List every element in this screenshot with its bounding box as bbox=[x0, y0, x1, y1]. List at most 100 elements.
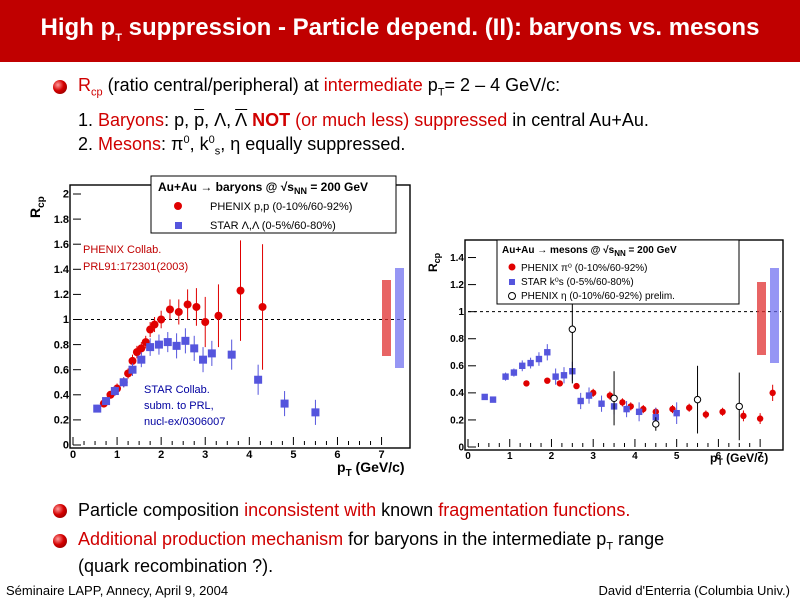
data-point bbox=[214, 311, 223, 320]
data-point bbox=[560, 372, 568, 379]
data-point bbox=[172, 341, 181, 350]
data-point bbox=[481, 393, 488, 401]
bullet-icon bbox=[53, 80, 67, 94]
data-point bbox=[93, 404, 102, 413]
data-point bbox=[199, 355, 208, 364]
bullet-composition: Particle composition inconsistent with k… bbox=[78, 500, 631, 520]
y-tick-label: 0.4 bbox=[54, 389, 70, 401]
bullet-mechanism-cont: (quark recombination ?). bbox=[78, 556, 274, 576]
data-point bbox=[735, 402, 743, 411]
legend-frame bbox=[496, 239, 740, 305]
data-point bbox=[652, 420, 660, 428]
y-tick-label: 2 bbox=[63, 189, 69, 201]
item-mesons: 2. Mesons: π0, k0s, η equally suppressed… bbox=[78, 134, 406, 158]
data-point bbox=[489, 396, 497, 403]
legend-frame bbox=[150, 175, 397, 234]
x-tick-label: 1 bbox=[507, 451, 513, 462]
data-point bbox=[236, 286, 245, 295]
bullet-mechanism: Additional production mechanism for bary… bbox=[78, 529, 665, 553]
legend-box: Au+Au → baryons @ √sNN = 200 GeV PHENIX … bbox=[150, 175, 397, 234]
data-point bbox=[635, 408, 643, 416]
data-point bbox=[577, 397, 584, 405]
y-tick-label: 1.6 bbox=[54, 239, 69, 251]
data-point bbox=[535, 355, 543, 363]
x-tick-label: 6 bbox=[334, 449, 340, 461]
data-point bbox=[519, 362, 526, 369]
footer-left: Séminaire LAPP, Annecy, April 9, 2004 bbox=[6, 583, 229, 598]
y-tick-label: 1.4 bbox=[54, 264, 70, 276]
y-tick-label: 0.2 bbox=[450, 415, 464, 426]
data-point bbox=[154, 340, 163, 349]
data-point bbox=[102, 397, 111, 406]
data-point bbox=[598, 400, 605, 407]
data-point bbox=[190, 344, 199, 353]
x-tick-label: 2 bbox=[158, 449, 164, 461]
data-point bbox=[128, 365, 137, 374]
data-point bbox=[769, 389, 776, 397]
data-point bbox=[192, 302, 201, 311]
y-tick-label: 0 bbox=[458, 442, 464, 453]
y-tick-label: 0.6 bbox=[54, 364, 69, 376]
star-ref-note: nucl-ex/0306007 bbox=[144, 416, 225, 428]
legend-star-label: STAR Λ,Λ (0-5%/60-80%) bbox=[210, 220, 336, 232]
meson-rcp-chart: 0 1 2 3 4 5 6 7 0 0.2 0.4 0.6 0.8 1 1.2 1.4 Rcp pT (GeV… bbox=[426, 239, 784, 467]
data-point bbox=[174, 307, 183, 316]
legend-phenix-pi0-label: PHENIX π⁰ (0-10%/60-92%) bbox=[521, 263, 648, 274]
data-point bbox=[673, 409, 680, 417]
y-tick-label: 0.8 bbox=[450, 334, 464, 345]
data-point bbox=[311, 408, 320, 417]
x-tick-label: 5 bbox=[674, 451, 680, 462]
data-point bbox=[756, 415, 764, 422]
data-point bbox=[207, 349, 216, 358]
data-point bbox=[623, 405, 630, 413]
data-point bbox=[510, 369, 518, 376]
data-point bbox=[568, 325, 577, 333]
data-point bbox=[610, 394, 618, 402]
x-axis-label: pT (GeV/c) bbox=[710, 451, 768, 467]
data-point bbox=[693, 395, 702, 404]
data-point bbox=[181, 336, 190, 345]
y-axis-label: Rcp bbox=[27, 196, 47, 218]
legend-title: Au+Au → mesons @ √sNN = 200 GeV bbox=[502, 245, 677, 258]
legend-box: Au+Au → mesons @ √sNN = 200 GeV PHENIX π… bbox=[496, 239, 740, 305]
x-tick-label: 4 bbox=[632, 451, 638, 462]
y-tick-label: 1.2 bbox=[54, 289, 69, 301]
y-tick-label: 1 bbox=[63, 314, 69, 326]
data-point bbox=[544, 349, 551, 356]
star-collab-note: STAR Collab. bbox=[144, 384, 210, 396]
y-axis-label: Rcp bbox=[426, 252, 442, 272]
y-tick-label: 1 bbox=[458, 307, 464, 318]
data-point bbox=[137, 355, 146, 364]
data-point bbox=[719, 408, 726, 416]
x-tick-label: 2 bbox=[549, 451, 555, 462]
data-point bbox=[150, 320, 159, 329]
x-tick-label: 3 bbox=[590, 451, 596, 462]
x-axis-label: pT (GeV/c) bbox=[337, 459, 405, 479]
phenix-band bbox=[382, 280, 391, 356]
data-point bbox=[544, 377, 551, 384]
phenix-collab-note: PHENIX Collab. bbox=[83, 244, 161, 256]
legend-phenix-label: PHENIX p,p (0-10%/60-92%) bbox=[210, 201, 352, 213]
star-subm-note: subm. to PRL, bbox=[144, 400, 214, 412]
legend-star-marker bbox=[175, 222, 182, 229]
legend-phenix-eta-marker bbox=[508, 292, 516, 300]
legend-phenix-marker bbox=[174, 202, 182, 210]
data-point bbox=[254, 375, 263, 384]
data-point bbox=[585, 392, 593, 399]
star-band bbox=[770, 268, 779, 363]
star-band bbox=[395, 268, 404, 368]
x-tick-label: 0 bbox=[465, 451, 471, 462]
item-baryons: 1. Baryons: p, p, Λ, Λ NOT (or much less… bbox=[78, 110, 649, 130]
y-tick-label: 1.8 bbox=[54, 214, 69, 226]
x-tick-label: 6 bbox=[716, 451, 722, 462]
data-point bbox=[573, 382, 580, 390]
y-tick-label: 0.2 bbox=[54, 415, 69, 427]
title-bar bbox=[0, 0, 800, 62]
slide-title: High pT suppression - Particle depend. (… bbox=[40, 14, 760, 44]
data-point bbox=[157, 315, 166, 324]
data-point bbox=[552, 373, 559, 380]
data-point bbox=[685, 404, 693, 411]
intro-line: Rcp (ratio central/peripheral) at interm… bbox=[78, 75, 561, 99]
legend-star-k0s-marker bbox=[509, 279, 515, 285]
data-point bbox=[119, 378, 128, 387]
